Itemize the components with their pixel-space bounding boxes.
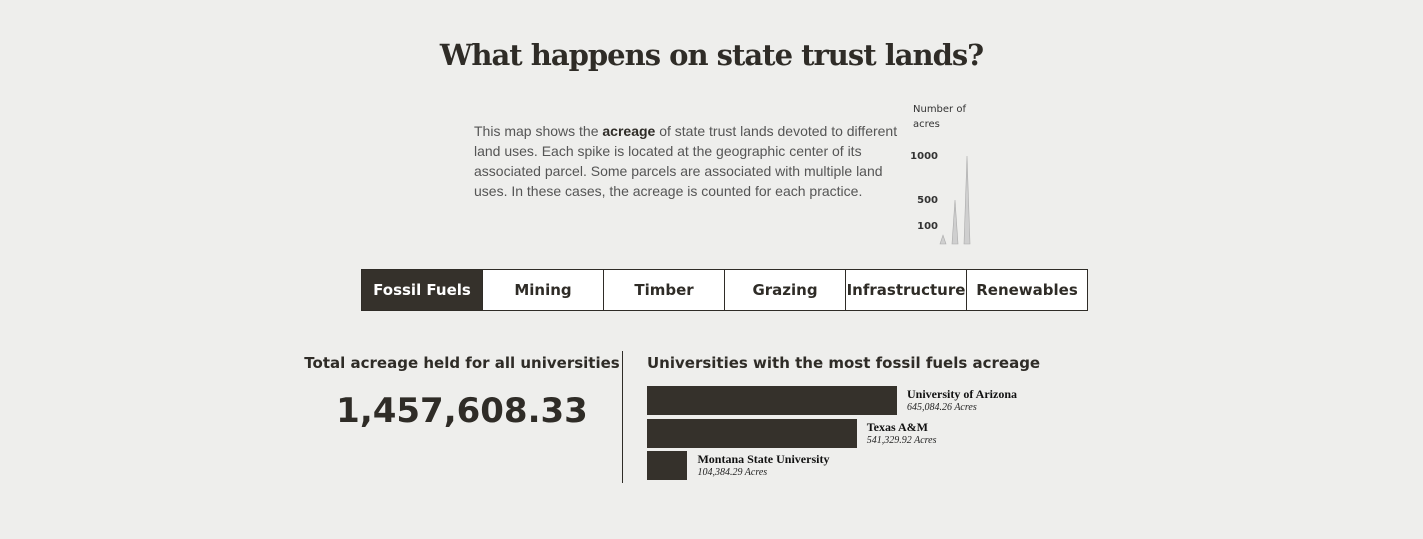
divider [622, 351, 623, 483]
bar-value-label: 541,329.92 Acres [866, 434, 937, 446]
legend-tick-label: 1000 [910, 151, 938, 162]
description-text: This map shows the [474, 123, 603, 139]
description: This map shows the acreage of state trus… [474, 121, 899, 201]
bar-label: University of Arizona [907, 387, 1017, 401]
legend: 1000 500 100 [910, 151, 971, 245]
bar-label: Texas A&M [866, 419, 929, 434]
description-text: of state trust lands devoted to differen… [474, 123, 898, 199]
legend-spike [951, 199, 959, 245]
bar [647, 386, 897, 415]
tab[interactable]: Renewables [966, 270, 1087, 310]
bar [647, 418, 857, 448]
page-title: What happens on state trust lands? [439, 38, 984, 72]
chart-title: Universities with the most fossil fuels … [647, 354, 1041, 372]
description-bold: acreage [602, 123, 656, 139]
legend-tick-label: 500 [917, 195, 938, 206]
tab-bar: Fossil Fuels Mining Timber Grazing Infrastru… [361, 269, 1088, 311]
bar-value-label: 104,384.29 Acres [697, 467, 768, 478]
legend-spike [939, 234, 947, 245]
tab[interactable]: Mining [482, 270, 603, 310]
tab[interactable]: Grazing [724, 270, 845, 310]
bar [647, 451, 688, 480]
tab[interactable]: Fossil Fuels [362, 270, 482, 310]
legend-tick-label: 100 [917, 221, 938, 232]
total-value: 1,457,608.33 [336, 391, 588, 431]
legend-spike [963, 155, 971, 245]
total-label: Total acreage held for all universities [304, 354, 620, 372]
legend-label: Number of acres [913, 104, 966, 130]
bar-value-label: 645,084.26 Acres [907, 402, 977, 413]
bar-label: Montana State University [697, 452, 830, 466]
tab[interactable]: Timber [603, 270, 724, 310]
tab[interactable]: Infrastructure [845, 270, 966, 310]
